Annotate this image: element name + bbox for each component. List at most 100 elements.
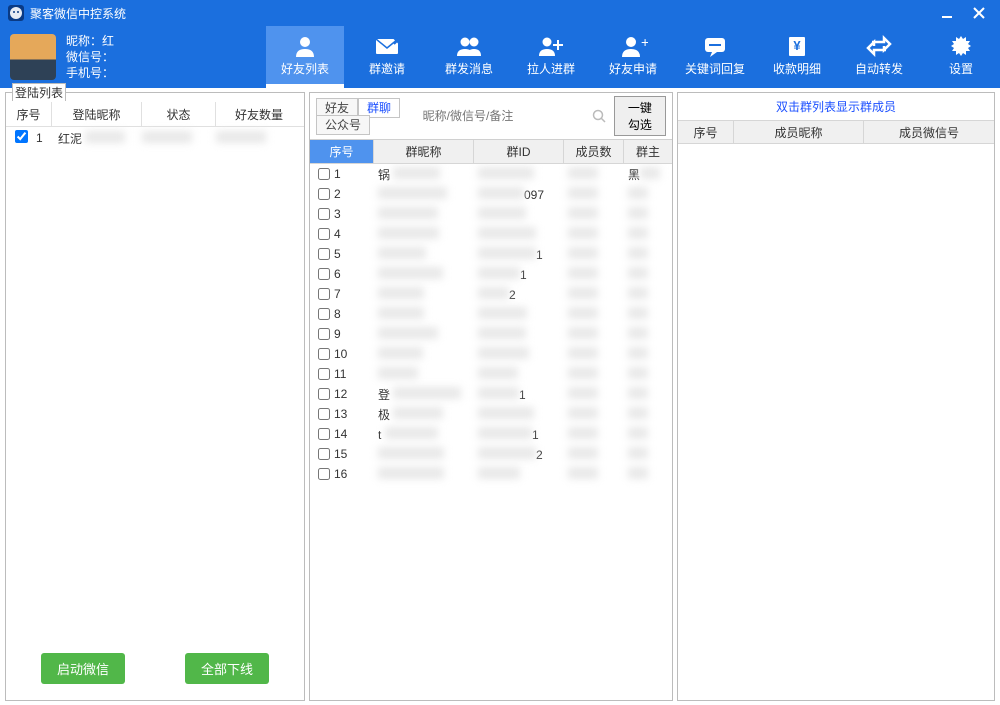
group-row[interactable]: 9 — [310, 324, 672, 344]
group-seq: 5 — [334, 247, 341, 261]
group-checkbox[interactable] — [318, 248, 330, 260]
group-members — [564, 387, 624, 402]
close-button[interactable] — [972, 6, 986, 20]
group-owner — [624, 327, 672, 342]
group-id: 2 — [474, 287, 564, 302]
group-checkbox[interactable] — [318, 228, 330, 240]
avatar — [10, 34, 56, 80]
group-row[interactable]: 1锅 黑 — [310, 164, 672, 184]
group-name — [374, 267, 474, 282]
group-row[interactable]: 6 1 — [310, 264, 672, 284]
group-id — [474, 367, 564, 382]
search-icon[interactable] — [586, 109, 612, 123]
svg-text:+: + — [641, 34, 648, 50]
nav-label: 自动转发 — [855, 60, 903, 77]
group-members — [564, 187, 624, 202]
group-checkbox[interactable] — [318, 468, 330, 480]
group-row[interactable]: 4 — [310, 224, 672, 244]
group-checkbox[interactable] — [318, 188, 330, 200]
group-name — [374, 247, 474, 262]
group-members — [564, 347, 624, 362]
group-row[interactable]: 13极 — [310, 404, 672, 424]
group-checkbox[interactable] — [318, 388, 330, 400]
titlebar: 聚客微信中控系统 — [0, 0, 1000, 26]
group-owner — [624, 307, 672, 322]
group-members — [564, 247, 624, 262]
group-seq: 16 — [334, 467, 347, 481]
col-seq: 序号 — [678, 121, 734, 144]
nav-invite[interactable]: 群邀请 — [348, 26, 426, 88]
group-id — [474, 407, 564, 422]
col-member-nick: 成员昵称 — [734, 121, 864, 144]
group-id: 1 — [474, 267, 564, 282]
group-owner — [624, 347, 672, 362]
nav-income[interactable]: ¥收款明细 — [758, 26, 836, 88]
group-row[interactable]: 2 097 — [310, 184, 672, 204]
nav-broadcast[interactable]: 群发消息 — [430, 26, 508, 88]
group-checkbox[interactable] — [318, 408, 330, 420]
group-row[interactable]: 3 — [310, 204, 672, 224]
check-all-button[interactable]: 一键勾选 — [614, 96, 666, 136]
group-row[interactable]: 14t 1 — [310, 424, 672, 444]
nav-pull[interactable]: 拉人进群 — [512, 26, 590, 88]
group-row[interactable]: 5 1 — [310, 244, 672, 264]
group-row[interactable]: 11 — [310, 364, 672, 384]
subtab-公众号[interactable]: 公众号 — [316, 115, 370, 135]
col-count: 好友数量 — [216, 102, 302, 127]
start-wechat-button[interactable]: 启动微信 — [41, 653, 125, 684]
group-id — [474, 167, 564, 182]
group-checkbox[interactable] — [318, 448, 330, 460]
group-row[interactable]: 10 — [310, 344, 672, 364]
invite-icon — [372, 34, 402, 58]
group-id: 1 — [474, 427, 564, 442]
group-checkbox[interactable] — [318, 428, 330, 440]
nav-label: 群邀请 — [369, 60, 405, 77]
group-members — [564, 267, 624, 282]
login-checkbox[interactable] — [15, 130, 28, 143]
pull-icon — [536, 34, 566, 58]
col-owner: 群主 — [624, 140, 672, 163]
group-name — [374, 327, 474, 342]
nav-friends[interactable]: 好友列表 — [266, 26, 344, 88]
nav-settings[interactable]: 设置 — [922, 26, 1000, 88]
window-title: 聚客微信中控系统 — [30, 5, 126, 22]
group-name — [374, 347, 474, 362]
group-checkbox[interactable] — [318, 208, 330, 220]
group-seq: 14 — [334, 427, 347, 441]
group-checkbox[interactable] — [318, 168, 330, 180]
group-name — [374, 207, 474, 222]
login-row[interactable]: 1红泥 — [6, 127, 304, 149]
group-checkbox[interactable] — [318, 328, 330, 340]
nav-keyword[interactable]: 关键词回复 — [676, 26, 754, 88]
group-seq: 12 — [334, 387, 347, 401]
wechat-label: 微信号： — [66, 49, 114, 65]
group-owner — [624, 267, 672, 282]
group-row[interactable]: 8 — [310, 304, 672, 324]
group-row[interactable]: 12登 1 — [310, 384, 672, 404]
group-owner — [624, 227, 672, 242]
group-seq: 10 — [334, 347, 347, 361]
group-row[interactable]: 15 2 — [310, 444, 672, 464]
group-seq: 4 — [334, 227, 341, 241]
col-seq: 序号 — [6, 102, 52, 127]
all-offline-button[interactable]: 全部下线 — [185, 653, 269, 684]
group-row[interactable]: 7 2 — [310, 284, 672, 304]
group-seq: 1 — [334, 167, 341, 181]
nav-forward[interactable]: 自动转发 — [840, 26, 918, 88]
group-checkbox[interactable] — [318, 348, 330, 360]
group-checkbox[interactable] — [318, 268, 330, 280]
group-checkbox[interactable] — [318, 368, 330, 380]
search-input[interactable] — [417, 107, 584, 125]
group-members — [564, 207, 624, 222]
group-row[interactable]: 16 — [310, 464, 672, 484]
group-checkbox[interactable] — [318, 308, 330, 320]
minimize-button[interactable] — [940, 6, 954, 20]
group-owner — [624, 447, 672, 462]
login-list-title: 登陆列表 — [12, 83, 66, 101]
nav-apply[interactable]: +好友申请 — [594, 26, 672, 88]
friends-icon — [290, 34, 320, 58]
nav-label: 关键词回复 — [685, 60, 745, 77]
group-id: 2 — [474, 447, 564, 462]
group-checkbox[interactable] — [318, 288, 330, 300]
group-members — [564, 427, 624, 442]
